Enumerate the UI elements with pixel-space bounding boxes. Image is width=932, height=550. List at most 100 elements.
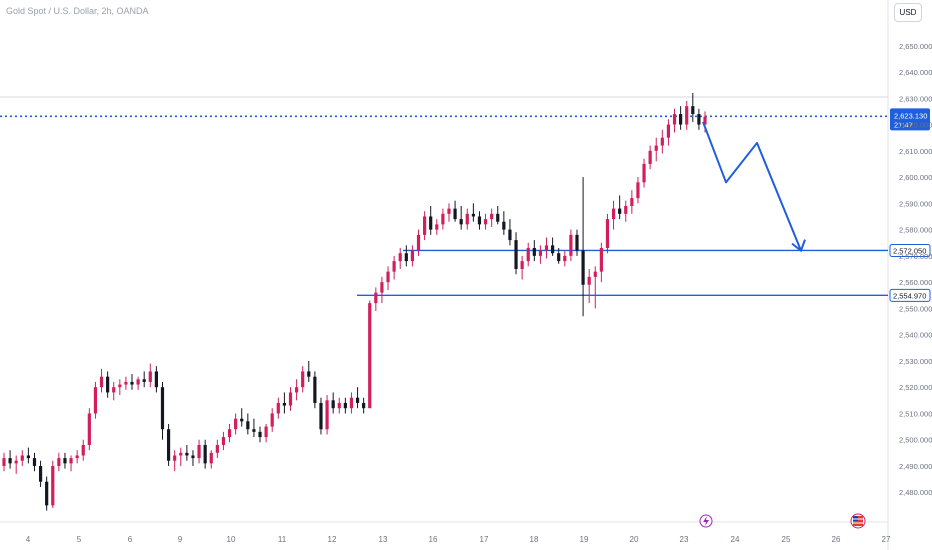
- candle-body: [142, 379, 146, 382]
- candle-body: [532, 247, 536, 256]
- candle-body: [63, 458, 67, 464]
- candle-body: [538, 250, 543, 256]
- projection-arrowhead: [791, 239, 806, 253]
- candle-body: [648, 150, 652, 164]
- candle-body: [526, 247, 530, 262]
- candle-body: [691, 106, 695, 115]
- candle-body: [544, 245, 549, 251]
- x-tick-label: 26: [832, 535, 841, 544]
- candle-body: [471, 213, 475, 217]
- level-label-bg: [889, 288, 931, 302]
- candle-body: [453, 208, 457, 220]
- candle-body: [569, 234, 573, 256]
- last-price-label-bg: [890, 108, 930, 131]
- x-tick-label: 24: [731, 535, 740, 544]
- candle-body: [490, 213, 494, 220]
- candle-body: [264, 426, 268, 438]
- candle-body: [75, 455, 79, 459]
- candle-body: [380, 282, 384, 293]
- candle-body: [154, 371, 158, 388]
- candle-body: [26, 455, 30, 459]
- candle-body: [294, 387, 299, 393]
- candle-body: [203, 444, 207, 464]
- candle-body: [112, 387, 116, 393]
- candle-body: [8, 458, 12, 464]
- candle-body: [38, 465, 43, 482]
- candle-body: [57, 458, 61, 466]
- candle-body: [447, 208, 451, 214]
- x-tick-label: 12: [328, 535, 337, 544]
- x-tick-label: 27: [882, 535, 891, 544]
- candle-body: [697, 114, 701, 125]
- y-tick-label: 2,530.000: [899, 357, 932, 366]
- flash-icon-glyph: [703, 516, 709, 526]
- y-tick-label: 2,500.000: [899, 436, 932, 445]
- x-tick-label: 16: [429, 535, 438, 544]
- candle-body: [130, 381, 134, 385]
- candle-body: [166, 429, 171, 461]
- candle-body: [679, 114, 683, 125]
- candle-body: [374, 292, 378, 304]
- candle-body: [319, 402, 323, 430]
- candle-body: [386, 271, 390, 283]
- projection-path: [702, 121, 802, 251]
- candle-body: [557, 253, 561, 262]
- candle-body: [429, 216, 433, 230]
- candle-body: [301, 371, 305, 388]
- candle-body: [666, 124, 671, 138]
- candle-body: [215, 444, 219, 453]
- candle-body: [563, 255, 567, 262]
- candle-body: [642, 163, 646, 183]
- candle-body: [227, 429, 232, 438]
- candle-body: [587, 276, 591, 285]
- candle-body: [435, 224, 439, 230]
- candle-body: [660, 137, 664, 146]
- candle-body: [624, 205, 628, 214]
- y-tick-label: 2,580.000: [899, 226, 932, 235]
- candle-body: [618, 208, 622, 214]
- candle-body: [636, 182, 640, 199]
- y-tick-label: 2,620.000: [899, 121, 932, 130]
- level-label: 2,572.050: [893, 246, 926, 255]
- y-tick-label: 2,520.000: [899, 383, 932, 392]
- candle-body: [14, 460, 18, 464]
- y-tick-label: 2,640.000: [899, 68, 932, 77]
- candle-body: [160, 387, 165, 430]
- currency-button[interactable]: USD: [894, 3, 922, 22]
- candle-body: [605, 219, 610, 248]
- candle-body: [234, 418, 238, 430]
- candle-body: [410, 250, 415, 262]
- y-tick-label: 2,510.000: [899, 409, 932, 418]
- candle-body: [221, 437, 226, 445]
- chart-grid: [0, 0, 889, 550]
- candle-body: [32, 458, 37, 466]
- y-tick-label: 2,650.000: [899, 42, 932, 51]
- candle-body: [93, 387, 98, 414]
- x-tick-label: 6: [128, 535, 133, 544]
- candle-body: [459, 219, 463, 225]
- candle-body: [240, 418, 244, 422]
- candle-body: [362, 402, 366, 409]
- candle-body: [20, 455, 24, 461]
- candle-body: [502, 221, 506, 230]
- candle-body: [331, 400, 335, 409]
- y-tick-label: 2,480.000: [899, 488, 932, 497]
- candle-body: [575, 234, 579, 251]
- candle-body: [51, 465, 55, 506]
- candle-body: [337, 402, 341, 409]
- candle-body: [355, 397, 360, 403]
- candle-body: [307, 371, 311, 377]
- candle-body: [520, 261, 524, 269]
- x-tick-label: 17: [480, 535, 489, 544]
- candle-body: [593, 271, 597, 277]
- candle-body: [258, 431, 262, 438]
- y-tick-label: 2,560.000: [899, 278, 932, 287]
- candle-body: [508, 229, 512, 241]
- candle-body: [81, 444, 85, 456]
- y-tick-label: 2,590.000: [899, 199, 932, 208]
- y-tick-label: 2,630.000: [899, 94, 932, 103]
- candle-body: [106, 376, 110, 393]
- candle-body: [191, 455, 195, 459]
